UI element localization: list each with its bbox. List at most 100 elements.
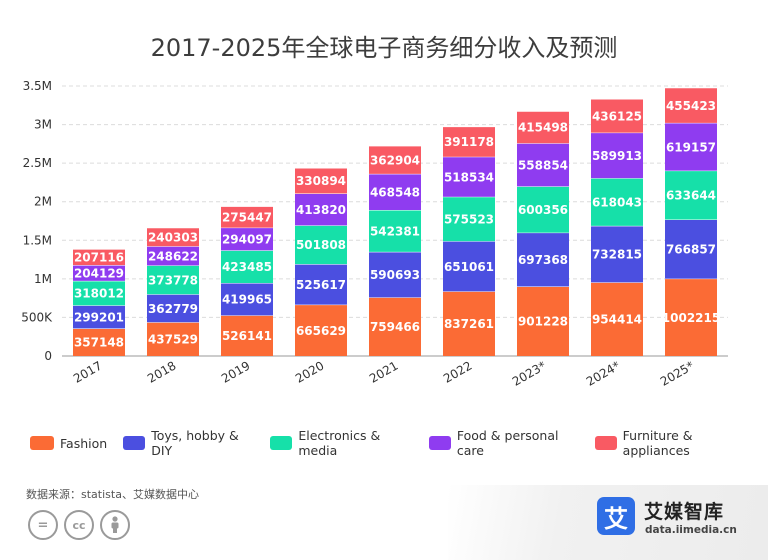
data-label: 330894 (296, 174, 346, 188)
bar-segment (73, 265, 125, 281)
data-label: 590693 (370, 268, 420, 282)
y-tick-label: 3M (34, 118, 52, 132)
data-label: 207116 (74, 251, 124, 265)
bar-segment (221, 283, 273, 316)
data-label: 651061 (444, 260, 494, 274)
legend-label: Electronics & media (298, 428, 381, 458)
bar-segment (221, 206, 273, 228)
data-label: 373778 (148, 273, 198, 287)
x-tick-label: 2019 (219, 358, 252, 385)
bar-segment (517, 143, 569, 187)
bar-segment (147, 322, 199, 356)
data-label: 525617 (296, 278, 346, 292)
legend-swatch (30, 436, 54, 450)
data-label: 299201 (74, 310, 124, 324)
bar-segment (295, 167, 347, 194)
y-tick-label: 500K (21, 310, 53, 324)
bar-segment (295, 193, 347, 226)
data-label: 419965 (222, 293, 272, 307)
data-label: 759466 (370, 320, 420, 334)
legend-item: Electronics & media (270, 428, 412, 458)
bar-segment (517, 186, 569, 233)
chart-title: 2017-2025年全球电子商务细分收入及预测 (150, 34, 618, 62)
bar-segment (295, 225, 347, 265)
y-tick-label: 1.5M (23, 233, 52, 247)
bar-segment (147, 265, 199, 295)
bar-segment (369, 173, 421, 211)
x-tick-label: 2023* (510, 358, 549, 388)
legend-item: Toys, hobby & DIY (123, 428, 254, 458)
bar-segment (665, 219, 717, 279)
legend-label: Toys, hobby & DIY (151, 428, 239, 458)
bar-segment (591, 282, 643, 356)
y-tick-label: 2.5M (23, 156, 52, 170)
bar-segment (665, 122, 717, 171)
bar-segment (73, 328, 125, 356)
data-label: 697368 (518, 253, 568, 267)
data-label: 391178 (444, 135, 494, 149)
data-label: 436125 (592, 109, 642, 123)
bar-segment (591, 225, 643, 283)
data-label: 362904 (370, 153, 420, 167)
bar-segment (369, 251, 421, 298)
brand-logo-icon: 艾 (597, 497, 635, 535)
license-icons: = cc (28, 510, 130, 540)
y-tick-label: 0 (44, 349, 52, 363)
brand-name: 艾媒智库 (644, 501, 725, 523)
legend-item: Furniture & appliances (594, 428, 752, 458)
data-label: 619157 (666, 140, 716, 154)
bar-segment (147, 227, 199, 247)
no-derivatives-icon: = (28, 510, 58, 540)
y-tick-label: 1M (34, 272, 52, 286)
data-label: 837261 (444, 317, 494, 331)
data-label: 518534 (444, 170, 494, 184)
bar-segment (517, 286, 569, 356)
data-label: 318012 (74, 287, 124, 301)
data-label: 558854 (518, 158, 568, 172)
x-axis: 2017 2018 2019 2020 2021 2022 2023* 2024* 2025* (71, 358, 696, 388)
bar-segment (591, 132, 643, 179)
attribution-person-icon (100, 510, 130, 540)
y-tick-label: 2M (34, 195, 52, 209)
data-label: 575523 (444, 212, 494, 226)
data-label: 589913 (592, 149, 642, 163)
data-label: 526141 (222, 329, 272, 343)
data-label: 437529 (148, 333, 198, 347)
data-label: 732815 (592, 248, 642, 262)
data-label: 455423 (666, 99, 716, 113)
data-label: 542381 (370, 224, 420, 238)
bar-segment (443, 156, 495, 197)
legend-item: Food & personal care (428, 428, 579, 458)
data-label: 275447 (222, 211, 272, 225)
data-label: 204129 (74, 266, 124, 280)
bar-segment (443, 291, 495, 356)
bar-segment (295, 264, 347, 305)
bar-segment (591, 99, 643, 133)
bar-segment (443, 126, 495, 157)
bar-segment (591, 178, 643, 226)
data-label: 415498 (518, 121, 568, 135)
data-label: 423485 (222, 260, 272, 274)
data-label: 501808 (296, 238, 346, 252)
data-label: 294097 (222, 233, 272, 247)
x-tick-label: 2020 (293, 358, 326, 385)
stacked-bar-chart: 0 500K 1M 1.5M 2M 2.5M 3M 3.5M 357148 299201 3180… (21, 79, 728, 389)
bar-segment (295, 304, 347, 356)
data-label: 248622 (148, 249, 198, 263)
data-label: 468548 (370, 185, 420, 199)
bar-segment (73, 305, 125, 329)
bar-segment (369, 145, 421, 174)
data-label: 357148 (74, 336, 124, 350)
legend-swatch (270, 436, 293, 450)
legend-item: Fashion (30, 436, 107, 451)
legend-swatch (594, 436, 617, 450)
legend-swatch (123, 436, 146, 450)
data-label: 954414 (592, 313, 642, 327)
bar-segment (665, 278, 717, 356)
bar-segment (221, 227, 273, 251)
data-label: 633644 (666, 189, 716, 203)
bar-segment (73, 280, 125, 306)
legend: Fashion Toys, hobby & DIY Electronics & me… (30, 428, 768, 458)
bar-segment (221, 315, 273, 356)
bar-segment (221, 250, 273, 284)
